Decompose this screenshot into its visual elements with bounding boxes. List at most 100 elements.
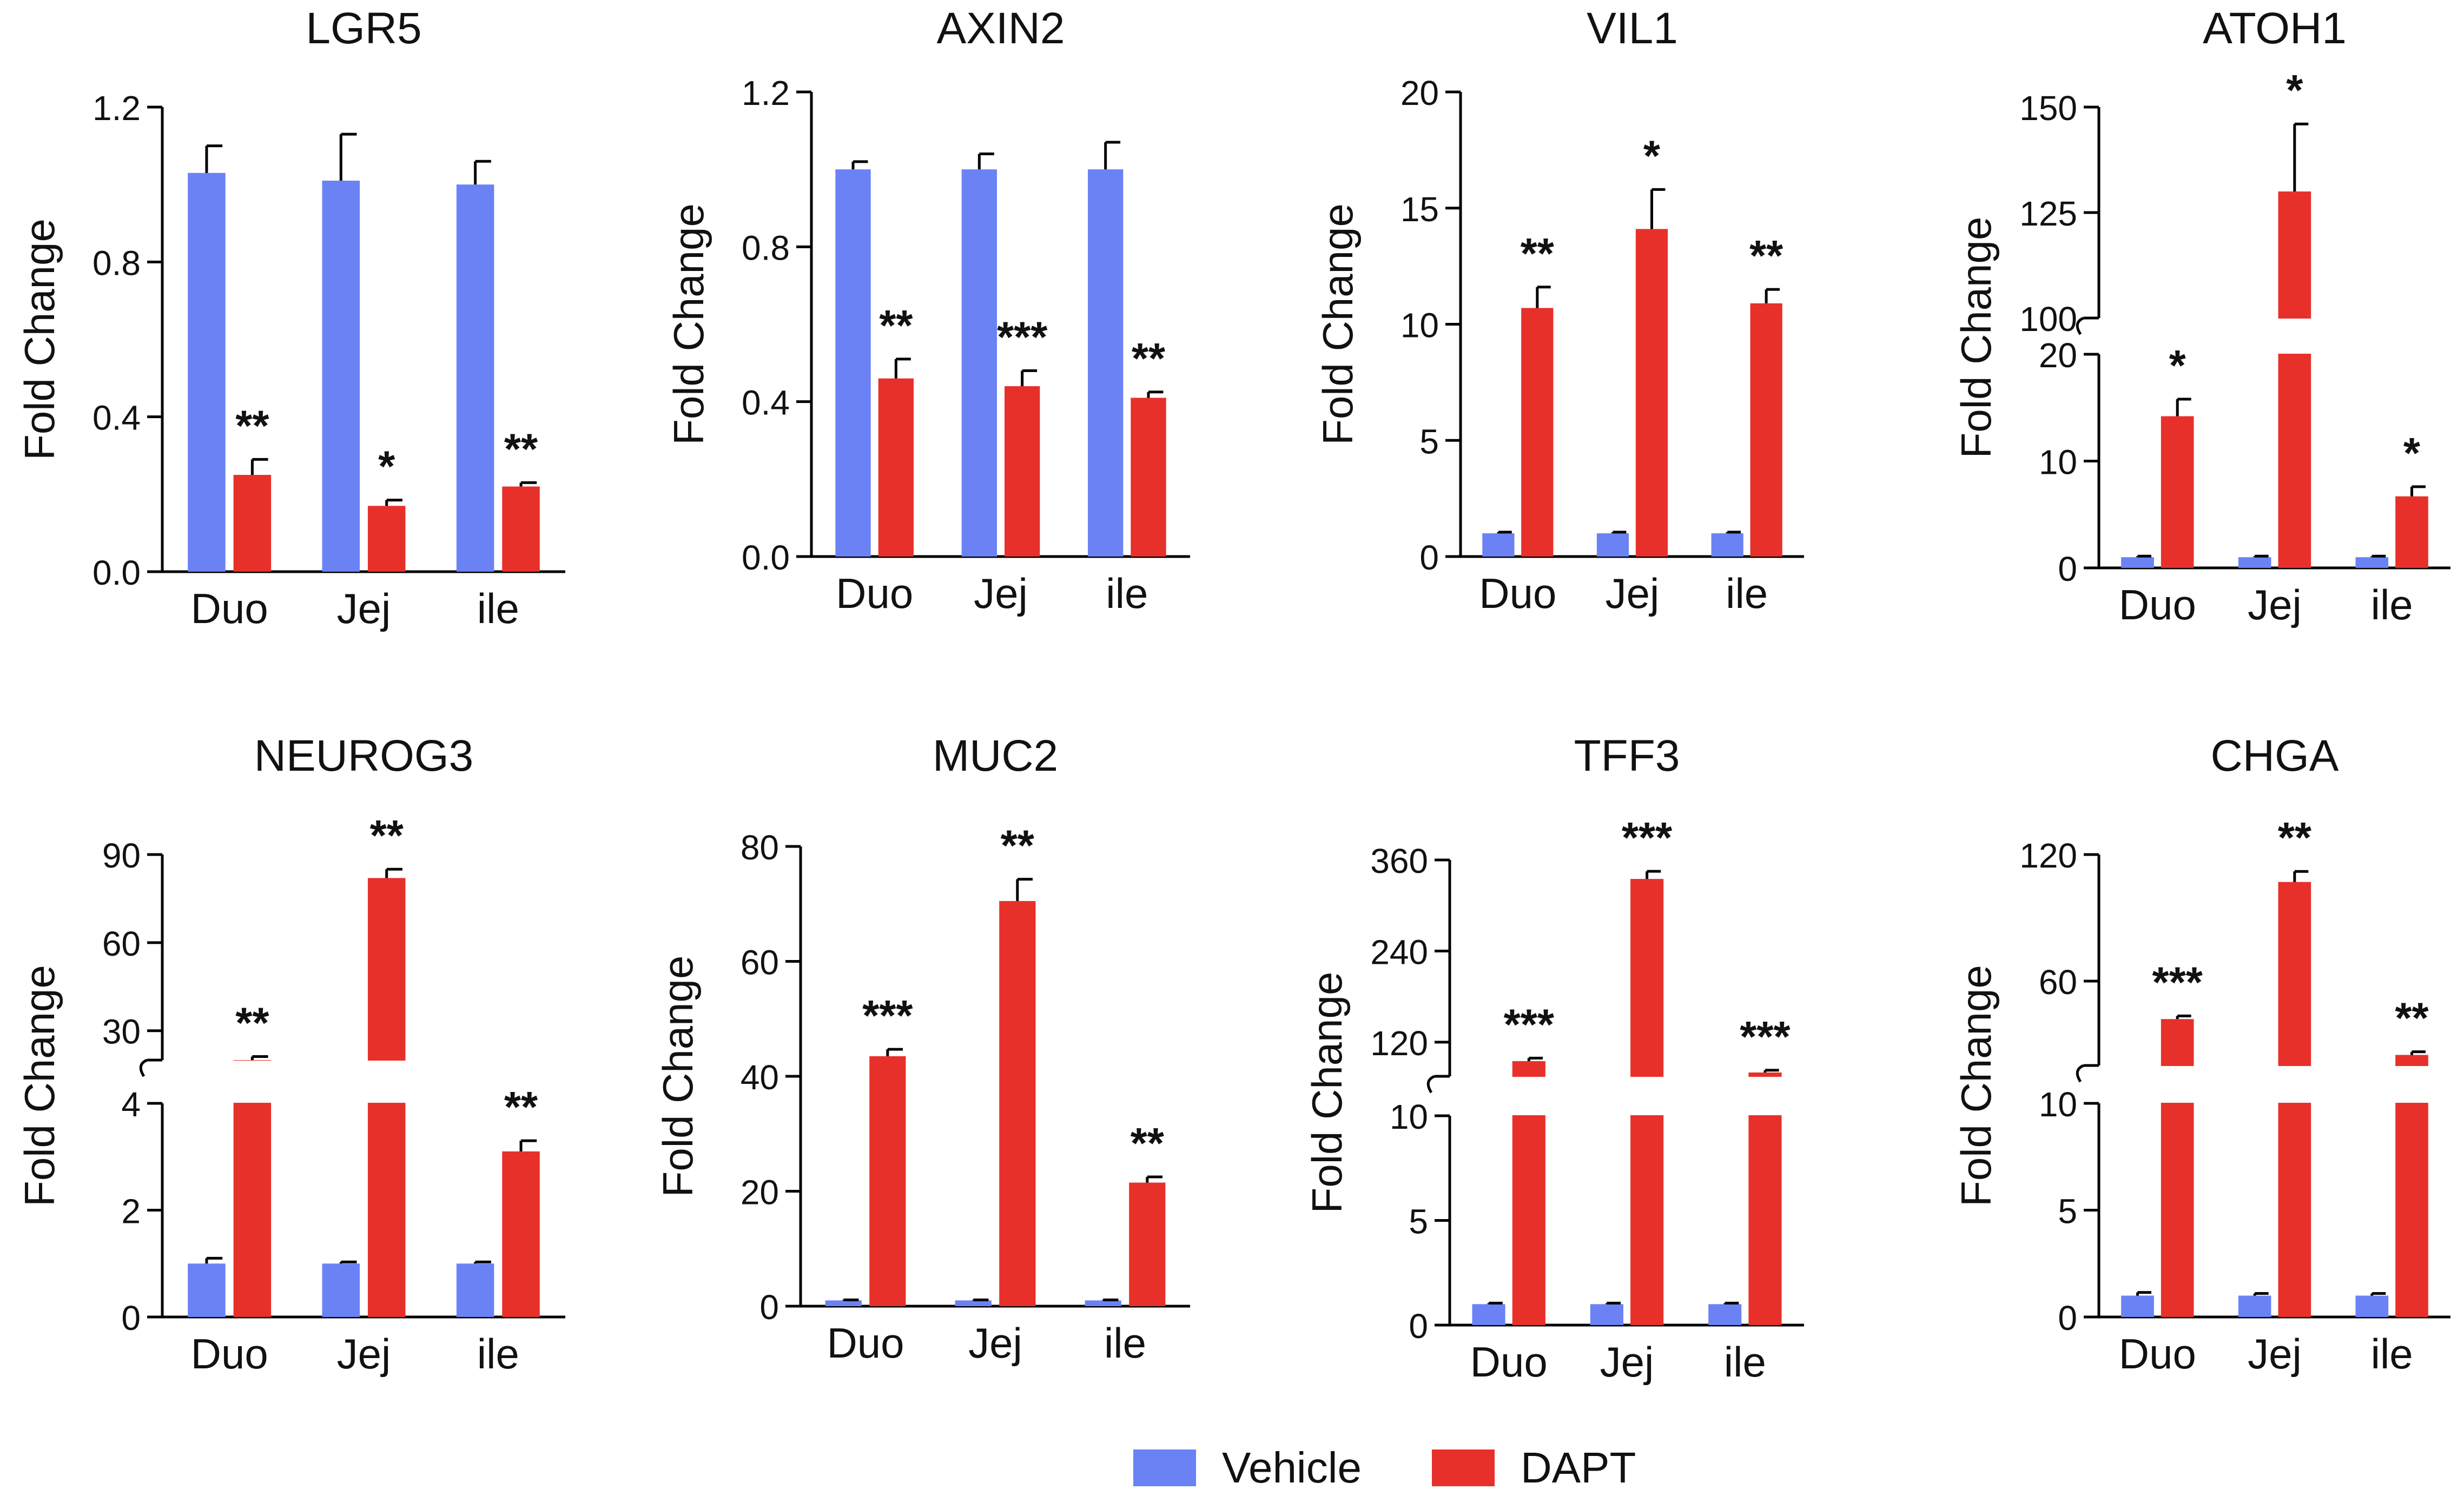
significance-label: ** [504,425,538,473]
bar-dapt-ile [1131,398,1166,557]
y-tick-label: 15 [1401,190,1439,229]
y-tick-label: 0 [1409,1307,1428,1346]
y-tick-label: 360 [1370,842,1428,881]
bar-vehicle-duo [188,1263,226,1317]
chart-title: LGR5 [306,4,421,53]
x-tick-label: ile [1104,1319,1146,1367]
y-tick-label: 20 [1401,74,1439,112]
y-tick-label: 5 [2058,1192,2077,1231]
y-tick-label: 100 [2019,300,2077,339]
bar-vehicle-ile [1088,169,1124,557]
axis-break-curl [2076,1064,2085,1083]
bar-dapt-duo [233,475,272,572]
y-tick-label: 125 [2019,194,2077,233]
y-tick-label: 30 [102,1012,141,1051]
significance-label: ** [879,301,913,349]
bar-dapt-duo [869,1056,906,1306]
significance-label: ** [370,811,404,859]
x-tick-label: Duo [836,570,913,617]
x-tick-label: ile [1726,570,1768,617]
significance-label: ** [1001,822,1035,870]
bar-break-gap [2394,1066,2429,1103]
bar-vehicle-ile [456,184,494,572]
y-tick-label: 10 [1390,1097,1428,1136]
x-tick-label: Duo [2119,1330,2196,1378]
x-tick-label: Jej [2248,1330,2302,1378]
significance-label: ** [1132,334,1166,382]
y-tick-label: 1.2 [93,89,141,128]
y-tick-label: 60 [741,943,779,982]
y-tick-label: 0.8 [742,228,790,267]
bar-break-gap [366,1061,407,1103]
y-tick-label: 0 [2058,550,2077,588]
y-axis-label: Fold Change [1952,965,2000,1207]
y-axis-label: Fold Change [665,203,712,445]
chart-title: TFF3 [1574,731,1680,780]
y-tick-label: 5 [1419,422,1439,461]
chart-title: NEUROG3 [254,731,474,780]
legend-swatch-dapt [1431,1449,1495,1486]
y-tick-label: 20 [741,1173,779,1212]
bar-dapt-jej [1635,229,1668,557]
bar-vehicle-jej [322,181,360,572]
x-tick-label: ile [477,1330,519,1378]
x-tick-label: Jej [337,585,391,632]
x-tick-label: Jej [2248,581,2302,628]
bar-vehicle-ile [1085,1300,1121,1306]
legend-swatch-vehicle [1133,1449,1196,1486]
bar-dapt-jej [367,506,406,572]
x-tick-label: Duo [1470,1338,1548,1386]
bar-vehicle-jej [955,1300,992,1306]
chart-title: CHGA [2211,731,2339,780]
bar-vehicle-jej [2238,1295,2271,1317]
bar-dapt-duo [1521,308,1554,557]
y-tick-label: 0.8 [93,243,141,282]
significance-label: * [1643,131,1661,180]
x-tick-label: Duo [827,1319,904,1367]
y-tick-label: 60 [2039,963,2077,1002]
y-tick-label: 10 [2039,443,2077,482]
y-tick-label: 5 [1409,1202,1428,1241]
bar-vehicle-ile [1711,533,1743,557]
axis-break-curl [2076,316,2085,335]
significance-label: *** [2152,958,2203,1006]
y-tick-label: 90 [102,836,141,875]
chart-vil1: VIL1 Fold Change 0 5 10 15 20 Duo ** Jej * ile ** [1314,4,1804,617]
significance-label: ** [235,401,269,449]
axis-break-curl [1426,1075,1436,1094]
y-tick-label: 10 [2039,1085,2077,1124]
significance-label: ** [1131,1119,1165,1167]
significance-label: ** [1749,231,1783,280]
bar-vehicle-duo [835,169,871,557]
y-tick-label: 20 [2039,336,2077,375]
x-tick-label: Jej [1600,1338,1654,1386]
significance-label: * [2169,341,2186,389]
y-tick-label: 0 [121,1299,141,1338]
bar-break-gap [2277,1066,2313,1103]
x-tick-label: ile [2371,1330,2413,1378]
bar-vehicle-ile [1708,1304,1742,1325]
significance-label: *** [997,313,1048,361]
significance-label: *** [862,991,913,1040]
y-axis-label: Fold Change [16,219,63,460]
y-tick-label: 0 [1419,538,1439,577]
y-tick-label: 120 [1370,1024,1428,1063]
bar-break-gap [232,1061,273,1103]
chart-title: MUC2 [933,731,1058,780]
significance-label: ** [235,998,269,1047]
significance-label: *** [1740,1012,1791,1061]
y-tick-label: 0.4 [742,383,790,422]
bar-break-gap [1511,1077,1547,1115]
significance-label: ** [504,1083,538,1131]
bar-vehicle-jej [1596,533,1629,557]
bar-vehicle-duo [2121,1295,2154,1317]
bar-break-gap [1629,1077,1665,1115]
x-tick-label: Jej [968,1319,1022,1367]
bar-vehicle-jej [1590,1304,1623,1325]
significance-label: * [2403,429,2421,477]
bar-vehicle-ile [456,1263,494,1317]
y-tick-label: 150 [2019,89,2077,128]
bar-dapt-ile [1129,1182,1166,1306]
y-tick-label: 60 [102,924,141,963]
